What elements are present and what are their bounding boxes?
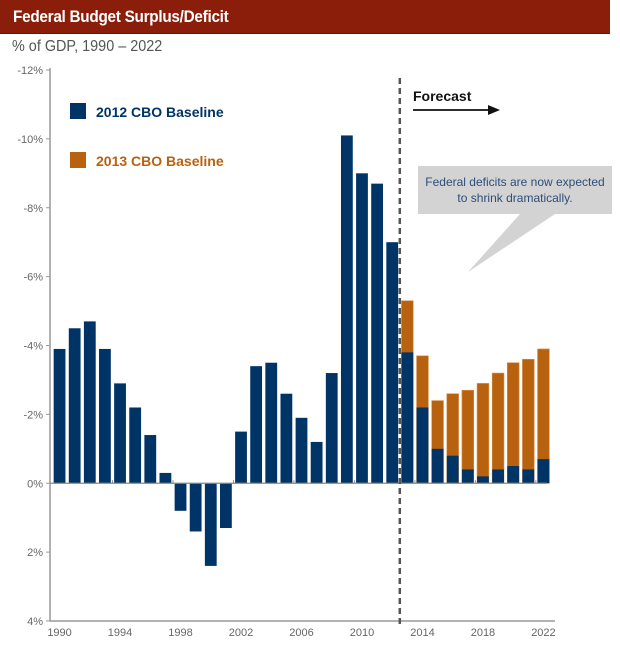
bar-2012-2013 bbox=[401, 352, 414, 484]
bar-2012-2008 bbox=[325, 373, 338, 484]
bar-2012-2012 bbox=[386, 242, 399, 484]
chart-title: Federal Budget Surplus/Deficit bbox=[13, 7, 229, 26]
x-tick-label: 1998 bbox=[168, 627, 192, 639]
x-axis-labels: 1990 1994 1998 2002 2006 2010 2014 2018 2022 bbox=[47, 627, 555, 639]
bar-2012-1999 bbox=[189, 483, 202, 532]
bar-2013-2019 bbox=[491, 372, 505, 484]
bar-2012-1992 bbox=[83, 321, 96, 484]
bar-2013-2018 bbox=[476, 383, 490, 484]
bar-2012-1998 bbox=[174, 483, 187, 511]
legend: 2012 CBO Baseline 2013 CBO Baseline bbox=[70, 103, 224, 169]
y-tick-label: -6% bbox=[23, 272, 43, 284]
bar-2012-2000 bbox=[204, 483, 217, 566]
x-tick-label: 1994 bbox=[108, 627, 132, 639]
bar-2013-2017 bbox=[461, 389, 475, 484]
bar-2012-1996 bbox=[144, 435, 157, 484]
legend-swatch-2012 bbox=[70, 103, 86, 119]
y-tick-label: 4% bbox=[27, 616, 43, 628]
x-tick-label: 2022 bbox=[531, 627, 555, 639]
y-tick-label: -4% bbox=[23, 341, 43, 353]
bar-2013-2021 bbox=[522, 358, 535, 484]
bar-2012-1994 bbox=[114, 383, 126, 484]
bars-layer bbox=[53, 135, 550, 566]
y-tick-label: -10% bbox=[17, 134, 43, 146]
bar-2012-1995 bbox=[129, 407, 142, 484]
x-tick-label: 2014 bbox=[410, 627, 434, 639]
bar-2012-1997 bbox=[159, 472, 172, 484]
bar-2012-2022 bbox=[537, 459, 550, 484]
bar-2012-2018 bbox=[477, 476, 489, 484]
x-tick-label: 1990 bbox=[47, 627, 71, 639]
bar-2012-2011 bbox=[371, 183, 384, 484]
callout-bubble bbox=[418, 166, 612, 272]
x-tick-label: 2018 bbox=[471, 627, 495, 639]
bar-2012-2016 bbox=[446, 455, 459, 484]
bar-2012-2001 bbox=[219, 483, 232, 529]
bar-2012-2006 bbox=[295, 417, 308, 484]
y-axis-labels: -12% -10% -8% -6% -4% -2% 0% 2% 4% bbox=[17, 65, 43, 628]
x-tick-label: 2010 bbox=[350, 627, 374, 639]
x-tick-label: 2002 bbox=[229, 627, 253, 639]
bar-2012-2019 bbox=[492, 469, 504, 484]
bar-2012-1990 bbox=[53, 348, 66, 484]
y-tick-label: 2% bbox=[27, 547, 43, 559]
legend-swatch-2013 bbox=[70, 152, 86, 168]
y-tick-label: -12% bbox=[17, 65, 43, 77]
bar-2012-2017 bbox=[461, 469, 474, 484]
callout-text-line2: to shrink dramatically. bbox=[457, 191, 572, 205]
legend-label-2012: 2012 CBO Baseline bbox=[96, 104, 224, 120]
chart-subtitle: % of GDP, 1990 – 2022 bbox=[12, 38, 163, 55]
x-tick-label: 2006 bbox=[289, 627, 313, 639]
bar-2012-2009 bbox=[340, 135, 353, 484]
bar-2012-1991 bbox=[68, 328, 81, 484]
forecast-arrow-icon bbox=[488, 105, 500, 115]
bar-2012-2007 bbox=[310, 441, 323, 484]
bar-2012-2014 bbox=[416, 407, 429, 484]
bar-2012-2021 bbox=[522, 469, 535, 484]
y-tick-label: 0% bbox=[27, 478, 43, 490]
bar-2012-2010 bbox=[356, 173, 368, 484]
forecast-label: Forecast bbox=[413, 88, 472, 104]
axes-layer bbox=[46, 68, 555, 622]
y-tick-label: -8% bbox=[23, 203, 43, 215]
bar-2012-2020 bbox=[507, 466, 520, 484]
title-bar: Federal Budget Surplus/Deficit bbox=[0, 0, 610, 34]
legend-label-2013: 2013 CBO Baseline bbox=[96, 153, 224, 169]
y-tick-label: -2% bbox=[23, 409, 43, 421]
bar-2012-2004 bbox=[265, 362, 278, 484]
bar-2012-2003 bbox=[250, 366, 263, 484]
callout: Federal deficits are now expected to shr… bbox=[418, 166, 612, 272]
bar-2012-2015 bbox=[431, 448, 444, 484]
bar-2012-2002 bbox=[235, 431, 247, 484]
callout-text-line1: Federal deficits are now expected bbox=[425, 175, 604, 189]
bar-2012-2005 bbox=[280, 393, 293, 484]
bar-2012-1993 bbox=[99, 348, 111, 484]
bar-2013-2020 bbox=[506, 362, 520, 484]
forecast-annotation: Forecast bbox=[413, 88, 500, 115]
